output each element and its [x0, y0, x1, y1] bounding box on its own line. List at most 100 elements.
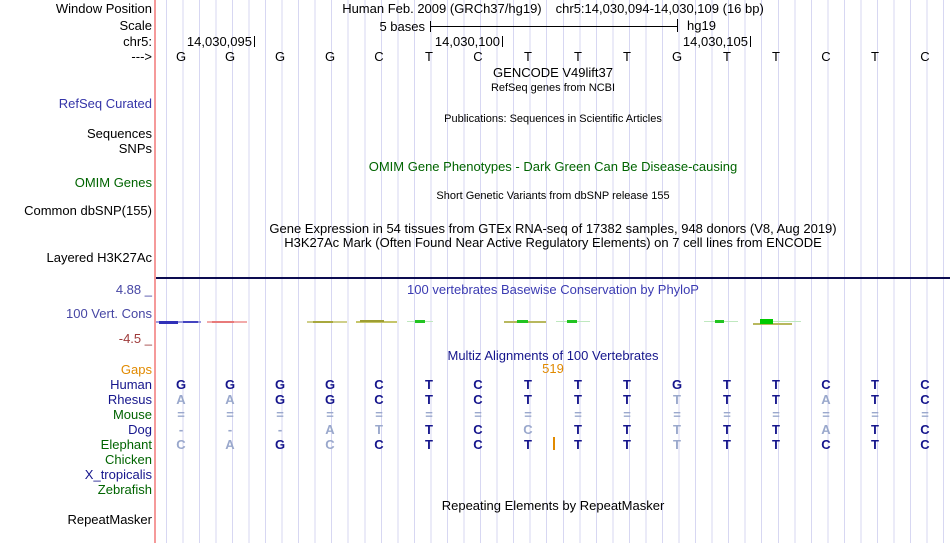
- species-label-mouse: Mouse: [112, 407, 152, 422]
- reference-base: C: [821, 49, 831, 64]
- alignment-base-rhesus: T: [524, 392, 532, 407]
- alignment-base-human: T: [524, 377, 532, 392]
- track-label-sequences[interactable]: Sequences: [86, 126, 152, 141]
- cons-scale-max: 4.88 _: [115, 282, 152, 297]
- insert-marker-bar: [553, 437, 555, 450]
- phylop-score-mark: [212, 321, 234, 323]
- alignment-base-human: T: [425, 377, 433, 392]
- ruler-coordinate-tick: [750, 36, 751, 47]
- alignment-base-rhesus: A: [176, 392, 186, 407]
- repeatmasker-track-title[interactable]: Repeating Elements by RepeatMasker: [441, 498, 665, 513]
- ruler-coordinate-tick: [254, 36, 255, 47]
- reference-base: G: [671, 49, 683, 64]
- alignment-base-elephant: C: [176, 437, 186, 452]
- alignment-base-elephant: T: [425, 437, 433, 452]
- alignment-base-mouse: =: [921, 407, 929, 422]
- alignment-base-human: T: [723, 377, 731, 392]
- gtex-track-title[interactable]: Gene Expression in 54 tissues from GTEx …: [269, 221, 837, 236]
- label-separator-line: [154, 0, 156, 543]
- ruler-coordinate-tick: [502, 36, 503, 47]
- reference-base: T: [723, 49, 731, 64]
- alignment-base-dog: T: [772, 422, 780, 437]
- species-label-rhesus: Rhesus: [107, 392, 152, 407]
- phylop-score-mark: [156, 321, 201, 323]
- window-position-row: Human Feb. 2009 (GRCh37/hg19) chr5:14,03…: [156, 2, 950, 16]
- alignment-base-dog: A: [325, 422, 335, 437]
- alignment-base-elephant: T: [723, 437, 731, 452]
- multiz-track-title[interactable]: Multiz Alignments of 100 Vertebrates: [447, 348, 659, 363]
- alignment-base-mouse: =: [524, 407, 532, 422]
- ruler-coordinate: 14,030,100: [434, 34, 500, 49]
- gencode-track-title[interactable]: GENCODE V49lift37: [493, 65, 613, 80]
- assembly-short-label: hg19: [687, 18, 716, 33]
- track-label-common-dbsnp[interactable]: Common dbSNP(155): [24, 203, 152, 218]
- alignment-base-elephant: G: [274, 437, 286, 452]
- alignment-base-dog: C: [473, 422, 483, 437]
- phylop-score-mark: [313, 321, 333, 323]
- species-label-x-tropicalis: X_tropicalis: [84, 467, 152, 482]
- alignment-base-elephant: C: [374, 437, 384, 452]
- phylop-score-mark: [753, 323, 792, 325]
- alignment-base-dog: T: [574, 422, 582, 437]
- alignment-base-mouse: =: [723, 407, 731, 422]
- conservation-top-border: [156, 277, 950, 279]
- refseq-track-title[interactable]: RefSeq genes from NCBI: [490, 82, 616, 94]
- reference-base: T: [574, 49, 582, 64]
- alignment-base-rhesus: T: [723, 392, 731, 407]
- reference-base: G: [274, 49, 286, 64]
- alignment-base-elephant: T: [673, 437, 681, 452]
- strand-arrow-label: --->: [131, 49, 152, 64]
- alignment-base-dog: T: [673, 422, 681, 437]
- publications-track-title[interactable]: Publications: Sequences in Scientific Ar…: [444, 113, 662, 125]
- alignment-base-human: T: [574, 377, 582, 392]
- alignment-base-elephant: T: [524, 437, 532, 452]
- alignment-base-rhesus: G: [324, 392, 336, 407]
- alignment-base-mouse: =: [673, 407, 681, 422]
- position-range: chr5:14,030,094-14,030,109 (16 bp): [555, 1, 764, 16]
- track-label-100-vert-cons[interactable]: 100 Vert. Cons: [66, 306, 152, 321]
- alignment-base-human: G: [671, 377, 683, 392]
- alignment-base-rhesus: G: [274, 392, 286, 407]
- h3k27ac-track-title[interactable]: H3K27Ac Mark (Often Found Near Active Re…: [284, 235, 822, 250]
- alignment-base-dog: A: [821, 422, 831, 437]
- alignment-base-mouse: =: [226, 407, 234, 422]
- scale-bar-label: 5 bases: [379, 19, 425, 34]
- alignment-base-mouse: =: [871, 407, 879, 422]
- alignment-base-mouse: =: [574, 407, 582, 422]
- reference-base: T: [425, 49, 433, 64]
- track-label-snps[interactable]: SNPs: [118, 141, 152, 156]
- species-label-gaps: Gaps: [120, 362, 152, 377]
- species-label-dog: Dog: [128, 422, 152, 437]
- dbsnp-track-title[interactable]: Short Genetic Variants from dbSNP releas…: [436, 190, 670, 202]
- ruler-coordinate: 14,030,095: [186, 34, 252, 49]
- cons-scale-min: -4.5 _: [118, 331, 152, 346]
- alignment-base-rhesus: C: [920, 392, 930, 407]
- alignment-base-mouse: =: [822, 407, 830, 422]
- track-label-omim-genes[interactable]: OMIM Genes: [74, 175, 152, 190]
- alignment-base-dog: T: [723, 422, 731, 437]
- alignment-base-mouse: =: [326, 407, 334, 422]
- alignment-base-rhesus: C: [473, 392, 483, 407]
- chromosome-label: chr5:: [123, 34, 152, 49]
- scale-bar-left-tick: [430, 21, 431, 32]
- track-label-refseq-curated[interactable]: RefSeq Curated: [58, 96, 152, 111]
- alignment-base-dog: T: [623, 422, 631, 437]
- alignment-base-rhesus: T: [425, 392, 433, 407]
- reference-base: T: [772, 49, 780, 64]
- alignment-base-dog: T: [871, 422, 879, 437]
- scale-row-label: Scale: [119, 18, 152, 33]
- alignment-base-elephant: T: [871, 437, 879, 452]
- scale-bar-line: [430, 26, 678, 27]
- alignment-base-elephant: C: [325, 437, 335, 452]
- alignment-base-dog: C: [523, 422, 533, 437]
- track-label-layered-h3k27ac[interactable]: Layered H3K27Ac: [46, 250, 152, 265]
- alignment-base-human: G: [224, 377, 236, 392]
- phylop-score-mark: [567, 320, 577, 323]
- phylop-track-title[interactable]: 100 vertebrates Basewise Conservation by…: [407, 282, 699, 297]
- track-label-repeatmasker[interactable]: RepeatMasker: [67, 512, 152, 527]
- omim-track-title[interactable]: OMIM Gene Phenotypes - Dark Green Can Be…: [368, 159, 738, 174]
- scale-bar-right-tick: [677, 19, 678, 32]
- alignment-base-dog: -: [178, 422, 184, 437]
- phylop-score-mark: [517, 320, 528, 323]
